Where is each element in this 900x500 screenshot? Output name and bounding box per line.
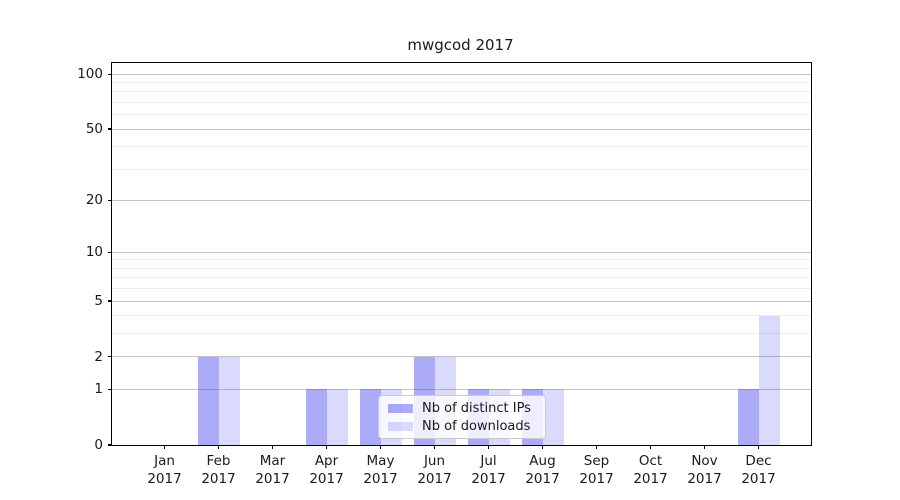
x-tick xyxy=(757,445,760,449)
x-tick xyxy=(541,445,544,449)
y-tick xyxy=(108,388,112,390)
minor-gridline xyxy=(112,82,811,83)
y-tick-label: 5 xyxy=(94,293,103,309)
x-tick-label: Feb 2017 xyxy=(201,453,236,487)
y-tick-label: 1 xyxy=(94,381,103,398)
x-tick xyxy=(217,445,220,449)
x-tick-label: Nov 2017 xyxy=(687,453,722,487)
minor-gridline xyxy=(112,267,811,269)
bar-downloads-feb xyxy=(218,356,240,445)
y-tick xyxy=(108,300,112,302)
minor-gridline xyxy=(112,315,811,317)
minor-gridline xyxy=(112,288,811,290)
y-tick-label: 0 xyxy=(94,437,103,453)
x-tick xyxy=(595,445,598,449)
y-tick xyxy=(108,444,112,446)
legend-item-downloads: Nb of downloads xyxy=(388,419,536,434)
x-tick-label: Jul 2017 xyxy=(471,453,506,487)
minor-gridline xyxy=(112,101,811,103)
x-tick xyxy=(703,445,706,449)
legend-label-distinct-ips: Nb of distinct IPs xyxy=(422,400,531,416)
x-tick xyxy=(325,445,328,449)
bar-downloads-apr xyxy=(326,389,348,445)
legend-item-distinct-ips: Nb of distinct IPs xyxy=(388,401,536,416)
major-gridline xyxy=(112,73,811,75)
y-tick xyxy=(108,73,112,75)
x-tick-label: Oct 2017 xyxy=(633,453,668,487)
plot-area: 0 1 2 5 10 20 50 100 Jan 2017 Feb 2017 Mar 2017 Apr 201… xyxy=(77,62,812,487)
bar-distinct-ips-dec xyxy=(737,389,759,445)
x-tick-label: May 2017 xyxy=(363,453,398,487)
y-tick-label: 2 xyxy=(94,348,103,365)
major-gridline xyxy=(112,388,811,390)
y-tick-label: 10 xyxy=(85,244,103,261)
bar-distinct-ips-feb xyxy=(197,356,219,445)
y-tick-label: 20 xyxy=(85,192,103,209)
minor-gridline xyxy=(112,91,811,93)
x-tick-label: Aug 2017 xyxy=(525,453,560,487)
y-tick-label: 50 xyxy=(85,121,103,138)
major-gridline xyxy=(112,251,811,253)
y-tick xyxy=(108,199,112,201)
x-tick xyxy=(433,445,436,449)
y-tick xyxy=(108,251,112,253)
minor-gridline xyxy=(112,114,811,116)
minor-gridline xyxy=(112,146,811,148)
y-tick xyxy=(108,128,112,130)
y-tick xyxy=(108,356,112,358)
major-gridline xyxy=(112,300,811,302)
x-tick-label: Mar 2017 xyxy=(255,453,290,487)
minor-gridline xyxy=(112,277,811,279)
y-tick-label: 100 xyxy=(77,66,103,83)
x-tick xyxy=(649,445,652,449)
minor-gridline xyxy=(112,333,811,335)
bar-distinct-ips-may xyxy=(359,389,381,445)
x-tick-label: Sep 2017 xyxy=(579,453,614,487)
x-tick-label: Dec 2017 xyxy=(741,453,776,487)
bar-downloads-aug xyxy=(542,389,564,445)
legend-swatch-downloads-icon xyxy=(388,421,413,431)
legend: Nb of distinct IPs Nb of downloads xyxy=(378,395,546,439)
x-tick xyxy=(271,445,274,449)
legend-label-downloads: Nb of downloads xyxy=(422,418,531,434)
x-tick-label: Apr 2017 xyxy=(309,453,344,487)
bar-distinct-ips-apr xyxy=(305,389,327,445)
x-tick-label: Jan 2017 xyxy=(147,453,182,487)
bar-downloads-dec xyxy=(758,315,780,445)
x-tick xyxy=(379,445,382,449)
x-tick xyxy=(487,445,490,449)
major-gridline xyxy=(112,199,811,201)
minor-gridline xyxy=(112,259,811,261)
legend-swatch-distinct-ips-icon xyxy=(388,403,413,413)
major-gridline xyxy=(112,128,811,130)
major-gridline xyxy=(112,356,811,358)
x-tick xyxy=(163,445,166,449)
minor-gridline xyxy=(112,168,811,170)
chart-title: mwgcod 2017 xyxy=(407,36,514,54)
x-tick-label: Jun 2017 xyxy=(417,453,452,487)
